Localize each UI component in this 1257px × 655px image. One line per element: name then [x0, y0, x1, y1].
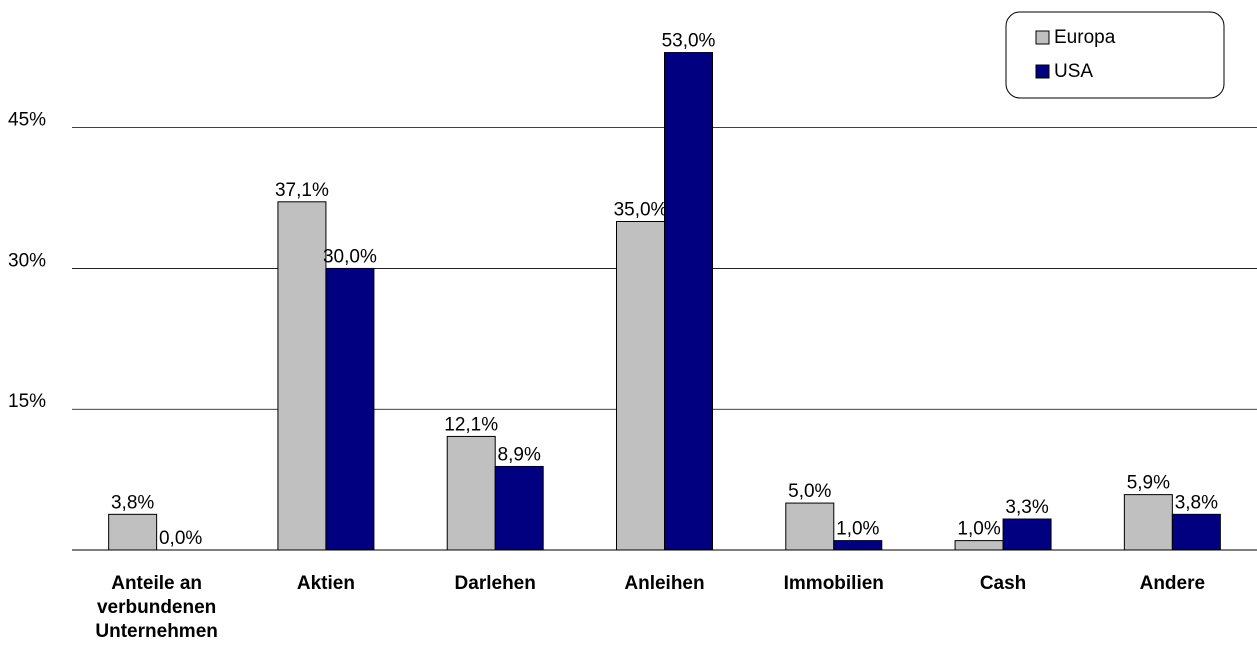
data-label: 53,0% — [662, 31, 716, 52]
legend-swatch — [1035, 30, 1050, 45]
y-tick-label: 45% — [8, 110, 46, 131]
x-tick-label: Anteile an verbundenen Unternehmen — [95, 573, 218, 642]
bar — [616, 221, 665, 551]
bar — [954, 540, 1004, 551]
bar — [325, 267, 375, 551]
bar — [1171, 513, 1221, 551]
bar — [494, 465, 544, 551]
y-tick-label: 30% — [8, 250, 46, 271]
bar — [833, 540, 883, 551]
x-tick-label: Cash — [979, 573, 1027, 594]
data-label: 1,0% — [836, 519, 879, 540]
x-tick-label: Aktien — [296, 573, 355, 594]
data-label: 3,8% — [1175, 492, 1218, 513]
data-label: 8,9% — [498, 444, 541, 465]
bar — [1123, 494, 1173, 551]
data-label: 30,0% — [323, 246, 377, 267]
data-label: 5,9% — [1127, 473, 1170, 494]
data-label: 3,8% — [111, 492, 154, 513]
data-label: 3,3% — [1005, 497, 1048, 518]
x-tick-label: Darlehen — [454, 573, 536, 594]
bar — [446, 435, 496, 551]
bar — [108, 513, 158, 551]
legend-label: Europa — [1054, 27, 1116, 48]
data-label: 0,0% — [159, 528, 202, 549]
legend-label: USA — [1054, 61, 1093, 82]
bar — [664, 52, 713, 551]
data-label: 35,0% — [614, 200, 668, 221]
data-label: 5,0% — [788, 481, 831, 502]
data-label: 37,1% — [275, 180, 329, 201]
legend-swatch — [1035, 64, 1050, 79]
bar — [785, 502, 835, 551]
y-tick-label: 15% — [8, 391, 46, 412]
data-label: 1,0% — [957, 519, 1000, 540]
bar — [277, 201, 327, 551]
x-tick-label: Anleihen — [624, 573, 705, 594]
x-tick-label: Immobilien — [783, 573, 884, 594]
legend-box — [1005, 11, 1225, 99]
x-tick-label: Andere — [1139, 573, 1206, 594]
bar — [1002, 518, 1052, 551]
data-label: 12,1% — [444, 414, 498, 435]
